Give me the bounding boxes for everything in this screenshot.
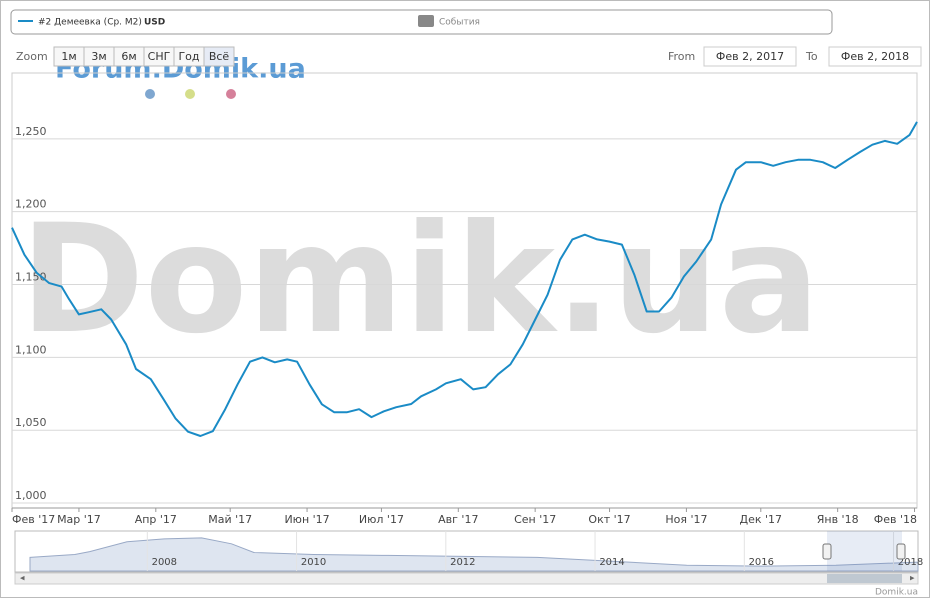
to-input[interactable] xyxy=(828,46,922,67)
dot xyxy=(226,89,236,99)
credit[interactable]: Domik.ua xyxy=(875,588,918,598)
legend-label[interactable]: #2 Демеевка (Ср. М2) xyxy=(38,18,142,28)
from-label: From xyxy=(668,50,695,63)
zoom-button[interactable] xyxy=(203,46,235,67)
x-tick-label: Фев '17 xyxy=(12,513,55,526)
x-tick-label: Окт '17 xyxy=(588,513,630,526)
zoom-button-label[interactable]: 3м xyxy=(91,50,106,63)
scroll-right[interactable]: ▸ xyxy=(910,574,915,584)
navigator-mask xyxy=(827,531,902,571)
y-tick-label: 1,200 xyxy=(15,198,47,211)
zoom-button-label[interactable]: Всё xyxy=(209,50,230,63)
x-tick-label: Май '17 xyxy=(208,513,252,526)
scrollbar-thumb[interactable] xyxy=(827,574,902,583)
navigator-handle[interactable] xyxy=(822,543,832,560)
scroll-left[interactable]: ◂ xyxy=(20,574,25,584)
navigator-tick-label: 2018 xyxy=(898,557,923,568)
x-tick-label: Июн '17 xyxy=(284,513,329,526)
x-tick-label: Фев '18 xyxy=(874,513,917,526)
events-label[interactable]: События xyxy=(439,18,480,28)
legend-unit: USD xyxy=(144,18,165,28)
zoom-button-label[interactable]: 6м xyxy=(121,50,136,63)
zoom-button-label[interactable]: СНГ xyxy=(148,50,171,63)
navigator-tick-label: 2012 xyxy=(450,557,475,568)
navigator-tick-label: 2010 xyxy=(301,557,326,568)
x-tick-label: Ноя '17 xyxy=(665,513,707,526)
navigator-tick-label: 2008 xyxy=(152,557,177,568)
x-tick-label: Авг '17 xyxy=(438,513,478,526)
navigator-handle[interactable] xyxy=(896,543,906,560)
y-tick-label: 1,050 xyxy=(15,416,47,429)
dot xyxy=(145,89,155,99)
series-line xyxy=(11,121,918,437)
navigator-frame xyxy=(14,530,919,573)
navigator-tick-label: 2016 xyxy=(749,557,774,568)
y-tick-label: 1,250 xyxy=(15,125,47,138)
y-tick-label: 1,000 xyxy=(15,489,47,502)
to-value[interactable]: Фев 2, 2018 xyxy=(841,50,909,63)
zoom-button-label[interactable]: 1м xyxy=(61,50,76,63)
navigator-tick-label: 2014 xyxy=(599,557,624,568)
x-tick-label: Янв '18 xyxy=(817,513,859,526)
dot xyxy=(185,89,195,99)
x-tick-label: Апр '17 xyxy=(135,513,177,526)
from-value[interactable]: Фев 2, 2017 xyxy=(716,50,784,63)
zoom-button-label[interactable]: Год xyxy=(178,50,199,63)
watermark: Domik.ua xyxy=(20,193,820,367)
navigator-area xyxy=(29,537,919,572)
to-label: To xyxy=(805,50,818,63)
x-tick-label: Дек '17 xyxy=(740,513,783,526)
x-tick-label: Мар '17 xyxy=(57,513,101,526)
y-tick-label: 1,100 xyxy=(15,343,47,356)
x-tick-label: Сен '17 xyxy=(514,513,556,526)
events-symbol xyxy=(418,15,434,27)
zoom-label: Zoom xyxy=(16,50,48,63)
from-input[interactable] xyxy=(703,46,797,67)
x-tick-label: Июл '17 xyxy=(359,513,404,526)
scrollbar[interactable] xyxy=(14,572,919,585)
